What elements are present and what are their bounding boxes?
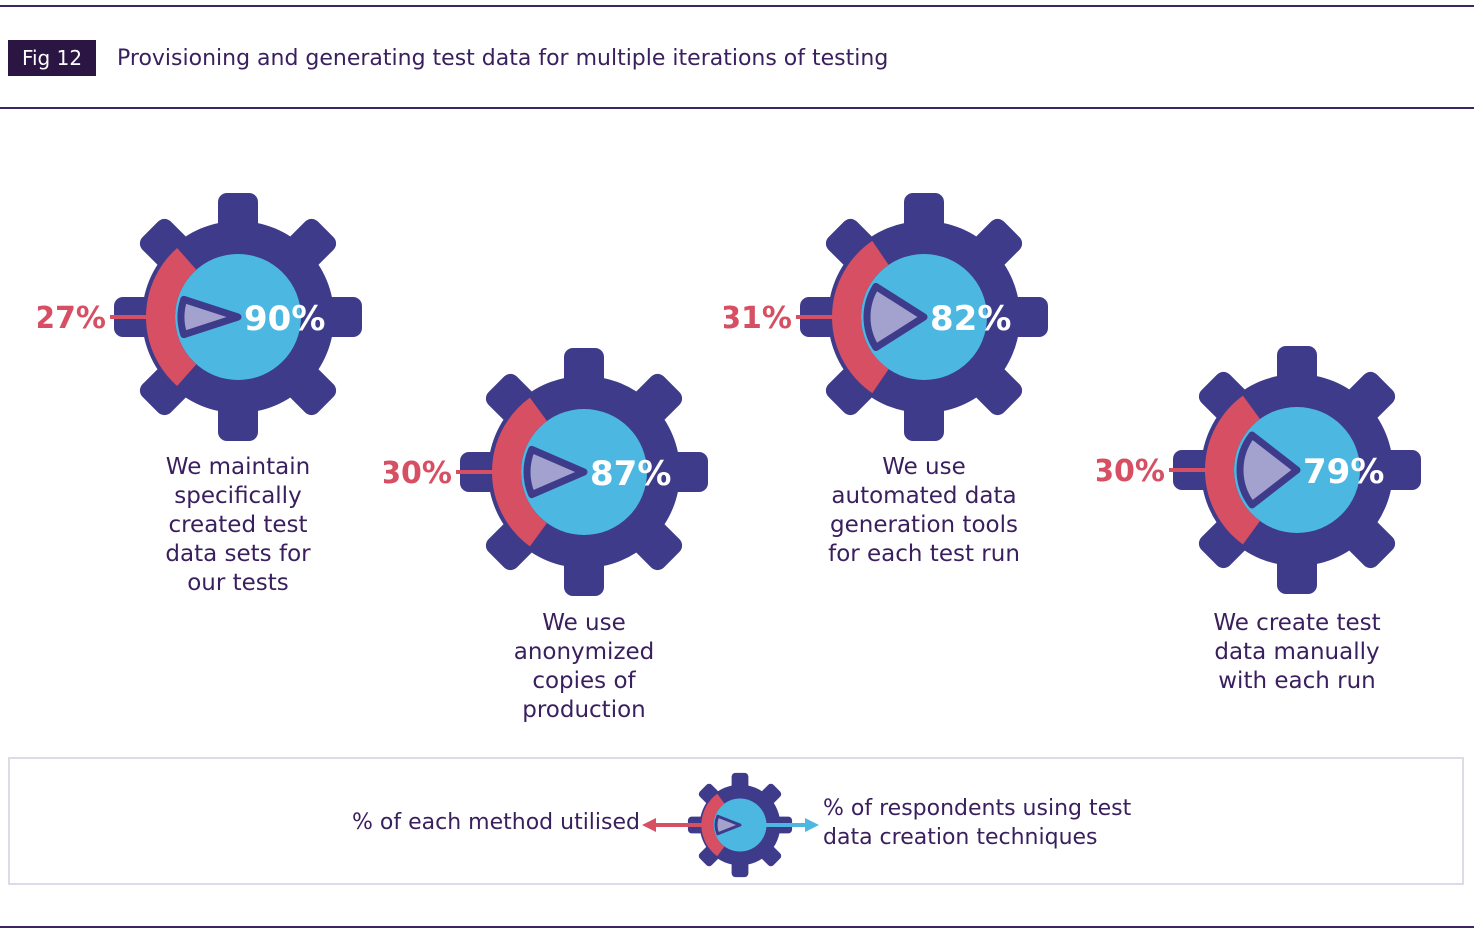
respondents-percent-text: 79%: [1303, 452, 1384, 492]
remainder-wedge: [177, 295, 242, 339]
respondents-percent-text: 82%: [930, 299, 1011, 339]
method-percent-text: 31%: [724, 301, 792, 336]
remainder-wedge: [1236, 431, 1301, 509]
method-arc: [492, 397, 548, 547]
bottom-rule: [0, 926, 1474, 928]
legend-respondents-label: % of respondents using test data creatio…: [823, 796, 1132, 850]
method-arrow-head-icon: [642, 818, 656, 832]
gear-chart-anonymized-copies: 87% 30%: [384, 348, 708, 596]
method-arc: [832, 240, 890, 394]
gear-chart-manual-creation: 79% 30%: [1097, 346, 1421, 594]
remainder-wedge: [863, 282, 928, 352]
method-arc: [1205, 395, 1261, 545]
figure-number-badge: Fig 12: [8, 40, 96, 76]
method-arc: [146, 248, 197, 386]
gear-caption-anonymized-copies: We use anonymized copies of production: [513, 610, 655, 723]
remainder-wedge: [714, 814, 742, 836]
method-percent-text: 27%: [38, 301, 106, 336]
legend-method-label: % of each method utilised: [352, 810, 640, 835]
respondents-percent-text: 90%: [244, 299, 325, 339]
method-percent-text: 30%: [384, 456, 452, 491]
top-rule: [0, 5, 1474, 7]
gear-chart-automated-generation: 82% 31%: [724, 193, 1048, 441]
method-percent-text: 30%: [1097, 454, 1165, 489]
figure-title: Provisioning and generating test data fo…: [117, 46, 889, 71]
header-rule: [0, 107, 1474, 109]
gear-caption-manual-creation: We create test data manually with each r…: [1213, 610, 1381, 694]
gear-chart-maintained-data-sets: 90% 27%: [38, 193, 362, 441]
remainder-wedge: [523, 445, 588, 499]
legend-gear-graphic: [642, 772, 819, 878]
gear-caption-automated-generation: We use automated data generation tools f…: [828, 454, 1020, 567]
respondents-arrow-head-icon: [805, 818, 819, 832]
respondents-percent-text: 87%: [590, 454, 671, 494]
gear-caption-maintained-data-sets: We maintain specifically created test da…: [165, 454, 311, 596]
